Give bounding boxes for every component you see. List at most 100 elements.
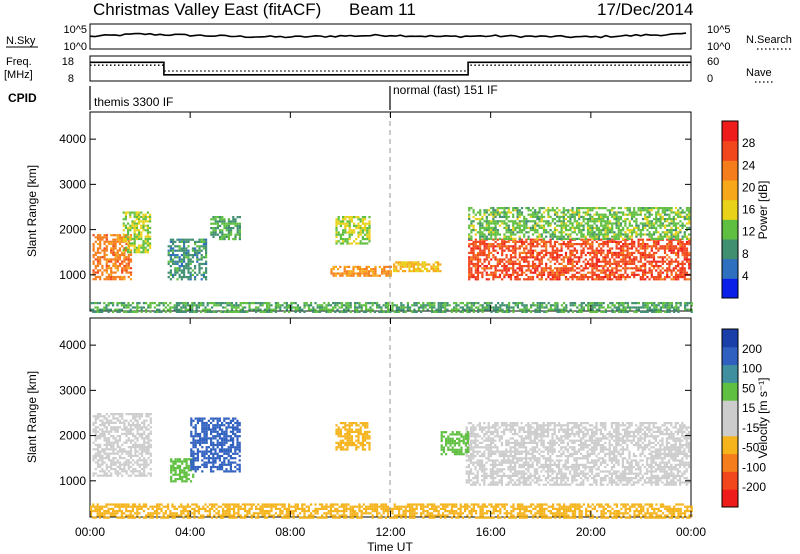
heatmap-cell — [138, 472, 141, 475]
heatmap-cell — [646, 209, 649, 212]
heatmap-cell — [619, 233, 623, 236]
heatmap-cell — [470, 224, 473, 227]
heatmap-cell — [191, 249, 194, 252]
heatmap-cell — [136, 432, 139, 435]
heatmap-cell — [652, 258, 656, 261]
heatmap-cell — [124, 213, 127, 216]
heatmap-cell — [329, 304, 332, 307]
heatmap-cell — [606, 235, 609, 238]
heatmap-cell — [366, 231, 369, 234]
heatmap-cell — [582, 251, 585, 254]
heatmap-cell — [368, 222, 371, 225]
heatmap-cell — [252, 308, 255, 311]
heatmap-cell — [677, 308, 680, 311]
heatmap-cell — [483, 229, 486, 232]
heatmap-cell — [216, 233, 219, 236]
heatmap-cell — [190, 463, 193, 466]
heatmap-cell — [207, 446, 210, 449]
heatmap-cell — [169, 260, 172, 263]
heatmap-cell — [562, 209, 565, 212]
heatmap-cell — [203, 428, 206, 431]
heatmap-cell — [125, 269, 128, 272]
heatmap-cell — [630, 273, 634, 276]
heatmap-cell — [290, 308, 293, 311]
heatmap-cell — [345, 310, 348, 313]
heatmap-cell — [498, 262, 502, 265]
heatmap-cell — [348, 274, 351, 277]
heatmap-cell — [501, 302, 504, 305]
heatmap-cell — [191, 260, 194, 263]
heatmap-cell — [178, 469, 182, 472]
heatmap-cell — [551, 207, 554, 210]
heatmap-cell — [125, 271, 128, 274]
heatmap-cell — [201, 437, 204, 440]
heatmap-cell — [646, 308, 649, 311]
heatmap-cell — [597, 276, 601, 279]
heatmap-cell — [578, 218, 581, 221]
heatmap-cell — [514, 243, 517, 246]
heatmap-cell — [468, 302, 471, 305]
heatmap-cell — [475, 306, 478, 309]
heatmap-cell — [492, 213, 495, 216]
heatmap-cell — [92, 260, 95, 263]
heatmap-cell — [672, 229, 675, 232]
heatmap-cell — [366, 227, 369, 230]
heatmap-cell — [534, 304, 537, 307]
power-y-axis-label: Slant Range [km] — [25, 165, 39, 257]
heatmap-cell — [185, 262, 188, 265]
heatmap-cell — [364, 233, 367, 236]
heatmap-cell — [118, 435, 122, 438]
heatmap-cell — [479, 271, 482, 274]
heatmap-cell — [114, 251, 117, 254]
heatmap-cell — [134, 446, 137, 449]
heatmap-cell — [600, 218, 603, 221]
heatmap-cell — [323, 302, 326, 305]
heatmap-cell — [116, 413, 119, 416]
heatmap-cell — [103, 450, 106, 453]
heatmap-cell — [578, 304, 581, 307]
heatmap-cell — [575, 262, 579, 265]
heatmap-cell — [349, 302, 352, 305]
heatmap-cell — [187, 240, 190, 243]
heatmap-cell — [611, 238, 614, 241]
heatmap-cell — [485, 273, 488, 276]
heatmap-cell — [655, 215, 658, 218]
heatmap-cell — [202, 240, 205, 243]
heatmap-cell — [591, 308, 594, 311]
heatmap-cell — [679, 220, 682, 223]
heatmap-cell — [347, 308, 350, 311]
heatmap-cell — [501, 215, 504, 218]
heatmap-cell — [633, 258, 636, 261]
heatmap-cell — [518, 231, 521, 234]
heatmap-cell — [624, 243, 627, 246]
heatmap-cell — [538, 258, 541, 261]
heatmap-cell — [205, 269, 208, 272]
heatmap-cell — [677, 273, 680, 276]
heatmap-cell — [116, 304, 119, 307]
heatmap-cell — [637, 269, 640, 272]
heatmap-cell — [114, 240, 117, 243]
heatmap-cell — [339, 274, 342, 277]
heatmap-cell — [114, 430, 117, 433]
heatmap-cell — [492, 265, 495, 268]
heatmap-cell — [125, 439, 128, 442]
heatmap-cell — [626, 302, 629, 305]
heatmap-cell — [538, 262, 541, 265]
heatmap-cell — [573, 260, 576, 263]
heatmap-cell — [622, 262, 625, 265]
heatmap-cell — [321, 306, 324, 309]
heatmap-cell — [129, 450, 133, 453]
heatmap-cell — [564, 271, 568, 274]
heatmap-cell — [107, 432, 111, 435]
heatmap-cell — [169, 302, 172, 305]
heatmap-cell — [205, 276, 208, 279]
frequency-panel: Freq. [MHz] 18 8 60 0 Nave — [4, 55, 775, 85]
heatmap-cell — [666, 247, 669, 250]
heatmap-cell — [591, 265, 594, 268]
heatmap-cell — [348, 265, 351, 268]
heatmap-cell — [103, 435, 106, 438]
heatmap-cell — [212, 426, 215, 429]
heatmap-cell — [235, 310, 238, 313]
heatmap-cell — [683, 211, 686, 214]
heatmap-cell — [149, 472, 152, 475]
